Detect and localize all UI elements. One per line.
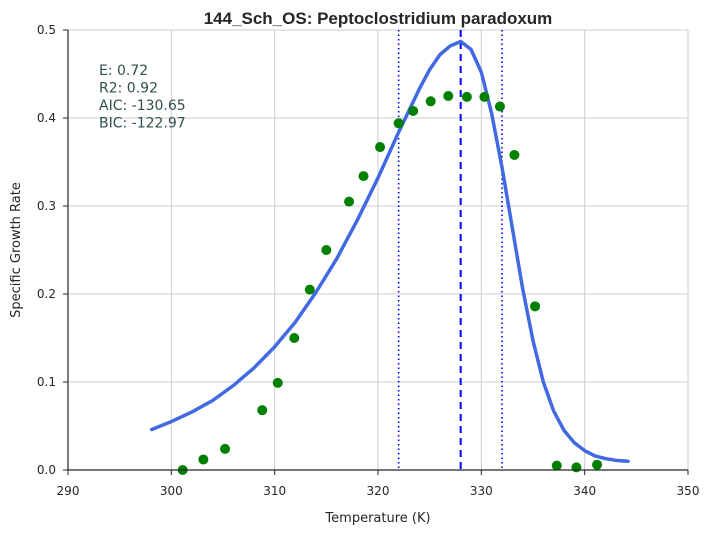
data-point xyxy=(443,91,454,101)
data-point xyxy=(344,196,355,207)
observed-points xyxy=(177,91,603,475)
data-point xyxy=(408,105,419,116)
y-tick-label: 0.1 xyxy=(37,375,56,389)
data-point xyxy=(509,149,520,160)
y-tick-label: 0.5 xyxy=(37,23,56,37)
y-tick-label: 0.2 xyxy=(37,287,56,301)
x-tick-label: 290 xyxy=(57,484,80,498)
fit-curve xyxy=(149,39,630,463)
data-point xyxy=(530,301,541,312)
data-point xyxy=(257,405,268,416)
fit-curve-group xyxy=(149,39,630,463)
data-point xyxy=(393,118,404,129)
y-tick-label: 0.4 xyxy=(37,111,56,125)
data-point xyxy=(479,91,490,102)
chart-title: 144_Sch_OS: Peptoclostridium paradoxum xyxy=(204,9,553,28)
stat-line: R2: 0.92 xyxy=(99,81,158,97)
data-point xyxy=(425,96,436,107)
data-point xyxy=(358,171,369,182)
data-point xyxy=(272,377,283,388)
x-tick-label: 350 xyxy=(677,484,700,498)
data-point xyxy=(198,454,209,465)
data-point xyxy=(375,142,386,153)
x-tick-label: 330 xyxy=(470,484,493,498)
y-axis-label: Specific Growth Rate xyxy=(9,182,24,318)
x-tick-label: 320 xyxy=(367,484,390,498)
stat-line: E: 0.72 xyxy=(99,63,148,79)
data-point xyxy=(220,443,231,454)
x-axis-ticks: 290 300 310 320 330 340 350 xyxy=(57,470,700,498)
stat-line: AIC: -130.65 xyxy=(99,98,186,114)
data-point xyxy=(289,333,300,343)
data-point xyxy=(571,462,582,473)
grid-lines xyxy=(68,29,689,470)
data-point xyxy=(494,101,505,112)
y-tick-label: 0.0 xyxy=(37,463,56,477)
data-point xyxy=(461,91,472,102)
data-point xyxy=(592,459,603,470)
y-tick-label: 0.3 xyxy=(37,199,56,213)
data-point xyxy=(321,245,332,255)
x-axis-label: Temperature (K) xyxy=(324,511,430,526)
data-point xyxy=(304,284,315,295)
data-point xyxy=(551,460,562,471)
x-tick-label: 310 xyxy=(263,484,286,498)
stat-line: BIC: -122.97 xyxy=(99,116,186,132)
x-tick-label: 300 xyxy=(160,484,183,498)
x-tick-label: 340 xyxy=(573,484,596,498)
y-axis-ticks: 0.0 0.1 0.2 0.3 0.4 0.5 xyxy=(37,23,68,477)
